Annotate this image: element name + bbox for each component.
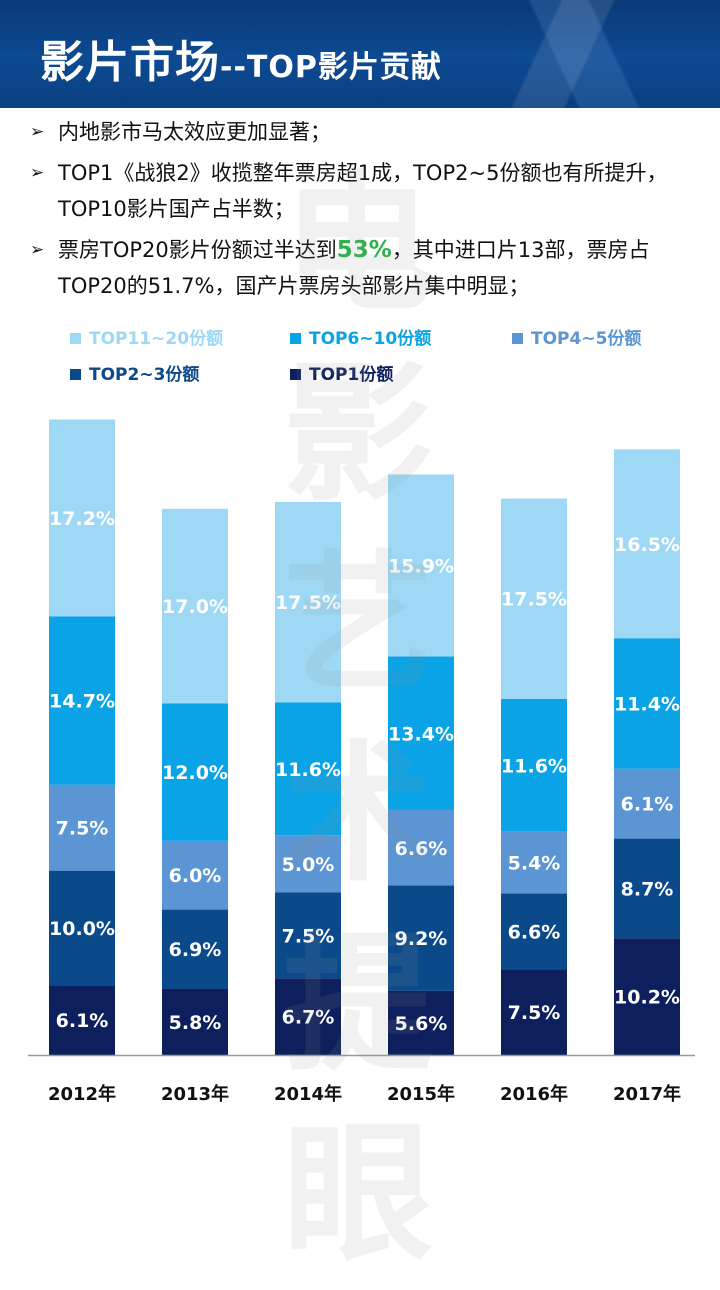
legend-label: TOP6~10份额 xyxy=(309,328,431,349)
data-label: 17.5% xyxy=(275,592,341,614)
bar-segment xyxy=(388,990,454,1055)
bar-segment xyxy=(275,892,341,979)
data-label: 11.6% xyxy=(275,759,341,781)
data-label: 6.6% xyxy=(395,838,448,860)
legend-label: TOP4~5份额 xyxy=(531,328,641,349)
legend-label: TOP1份额 xyxy=(309,364,393,385)
bar-segment xyxy=(614,838,680,939)
bar-segment xyxy=(501,831,567,894)
x-tick-label: 2013年 xyxy=(161,1083,229,1105)
data-label: 9.2% xyxy=(395,928,448,950)
data-label: 16.5% xyxy=(614,534,680,556)
bullet-text: TOP1《战狼2》收揽整年票房超1成，TOP2~5份额也有所提升，TOP10影片… xyxy=(58,161,668,221)
bar-segment xyxy=(49,985,115,1055)
data-label: 5.4% xyxy=(508,853,561,875)
bar-segment xyxy=(162,988,228,1055)
legend-swatch xyxy=(290,333,301,344)
title-main: 影片市场 xyxy=(40,37,220,88)
bar-segment xyxy=(275,702,341,836)
bar-segment xyxy=(388,656,454,810)
bar-segment xyxy=(388,474,454,657)
header-banner: 影片市场--TOP影片贡献 xyxy=(0,0,720,108)
header-decoration xyxy=(420,0,720,108)
data-label: 17.0% xyxy=(162,596,228,618)
legend-item: TOP6~10份额 xyxy=(290,328,431,349)
legend-item: TOP1份额 xyxy=(290,364,393,385)
data-label: 5.0% xyxy=(282,854,335,876)
data-label: 17.2% xyxy=(49,508,115,530)
data-label: 11.4% xyxy=(614,693,680,715)
data-label: 6.7% xyxy=(282,1007,335,1029)
bullet-item: ➢ TOP1《战狼2》收揽整年票房超1成，TOP2~5份额也有所提升，TOP10… xyxy=(30,155,690,227)
bar-segment xyxy=(275,835,341,893)
x-tick-label: 2016年 xyxy=(500,1083,568,1105)
legend-swatch xyxy=(290,369,301,380)
bar-segment xyxy=(49,616,115,785)
page-title: 影片市场--TOP影片贡献 xyxy=(40,26,442,90)
data-label: 5.6% xyxy=(395,1013,448,1035)
data-label: 6.1% xyxy=(56,1010,109,1032)
data-label: 10.0% xyxy=(49,918,115,940)
data-label: 14.7% xyxy=(49,691,115,713)
bar-segment xyxy=(614,449,680,639)
title-sub: --TOP影片贡献 xyxy=(220,50,442,85)
arrow-icon: ➢ xyxy=(30,122,45,142)
data-label: 6.9% xyxy=(169,939,222,961)
bullet-list: ➢ 内地影市马太效应更加显著； ➢ TOP1《战狼2》收揽整年票房超1成，TOP… xyxy=(30,114,690,309)
data-label: 15.9% xyxy=(388,556,454,578)
legend-item: TOP2~3份额 xyxy=(70,364,199,385)
legend-label: TOP2~3份额 xyxy=(89,364,199,385)
x-tick-label: 2012年 xyxy=(48,1083,116,1105)
legend-swatch xyxy=(70,333,81,344)
bar-segment xyxy=(501,698,567,832)
bar-segment xyxy=(614,638,680,769)
bar-segment xyxy=(49,784,115,871)
arrow-icon: ➢ xyxy=(30,163,45,183)
bullet-item: ➢ 票房TOP20影片份额过半达到53%，其中进口片13部，票房占TOP20的5… xyxy=(30,232,690,304)
data-label: 11.6% xyxy=(501,755,567,777)
bar-segment xyxy=(49,870,115,986)
data-label: 6.0% xyxy=(169,865,222,887)
data-label: 17.5% xyxy=(501,589,567,611)
bar-segment xyxy=(614,938,680,1055)
bar-segment xyxy=(49,419,115,617)
bar-segment xyxy=(614,768,680,839)
stacked-bar-chart: TOP11~20份额 TOP6~10份额 TOP4~5份额 TOP2~3份额 TOP1份… xyxy=(28,328,695,1105)
bar-segment xyxy=(162,703,228,841)
x-tick-label: 2017年 xyxy=(613,1083,681,1105)
bar-segment xyxy=(275,501,341,703)
bar-segment xyxy=(388,885,454,991)
data-label: 12.0% xyxy=(162,762,228,784)
bullet-item: ➢ 内地影市马太效应更加显著； xyxy=(30,114,690,150)
legend-swatch xyxy=(70,369,81,380)
bullet-text: 内地影市马太效应更加显著； xyxy=(58,120,331,144)
bar-segment xyxy=(162,909,228,989)
x-tick-label: 2014年 xyxy=(274,1083,342,1105)
bar-segment xyxy=(501,969,567,1055)
data-label: 6.6% xyxy=(508,921,561,943)
bar-segment xyxy=(275,978,341,1055)
bullet-text-post: ，其中进口片13部，票房占TOP20的51.7%，国产片票房头部影片集中明显； xyxy=(58,238,650,298)
legend-swatch xyxy=(512,333,523,344)
data-label: 7.5% xyxy=(56,818,109,840)
legend-item: TOP11~20份额 xyxy=(70,328,223,349)
x-tick-label: 2015年 xyxy=(387,1083,455,1105)
bar-segment xyxy=(162,840,228,910)
bar-segment xyxy=(501,893,567,970)
data-label: 10.2% xyxy=(614,987,680,1009)
bar-segment xyxy=(388,809,454,886)
data-label: 5.8% xyxy=(169,1012,222,1034)
bar-segment xyxy=(501,498,567,699)
data-label: 6.1% xyxy=(621,794,674,816)
data-label: 8.7% xyxy=(621,878,674,900)
data-label: 7.5% xyxy=(508,1002,561,1024)
data-label: 7.5% xyxy=(282,925,335,947)
bullet-highlight: 53% xyxy=(336,237,392,263)
bar-segment xyxy=(162,508,228,704)
data-label: 13.4% xyxy=(388,723,454,745)
arrow-icon: ➢ xyxy=(30,240,45,260)
legend-label: TOP11~20份额 xyxy=(89,328,223,349)
legend-item: TOP4~5份额 xyxy=(512,328,641,349)
bullet-text-pre: 票房TOP20影片份额过半达到 xyxy=(58,238,337,262)
